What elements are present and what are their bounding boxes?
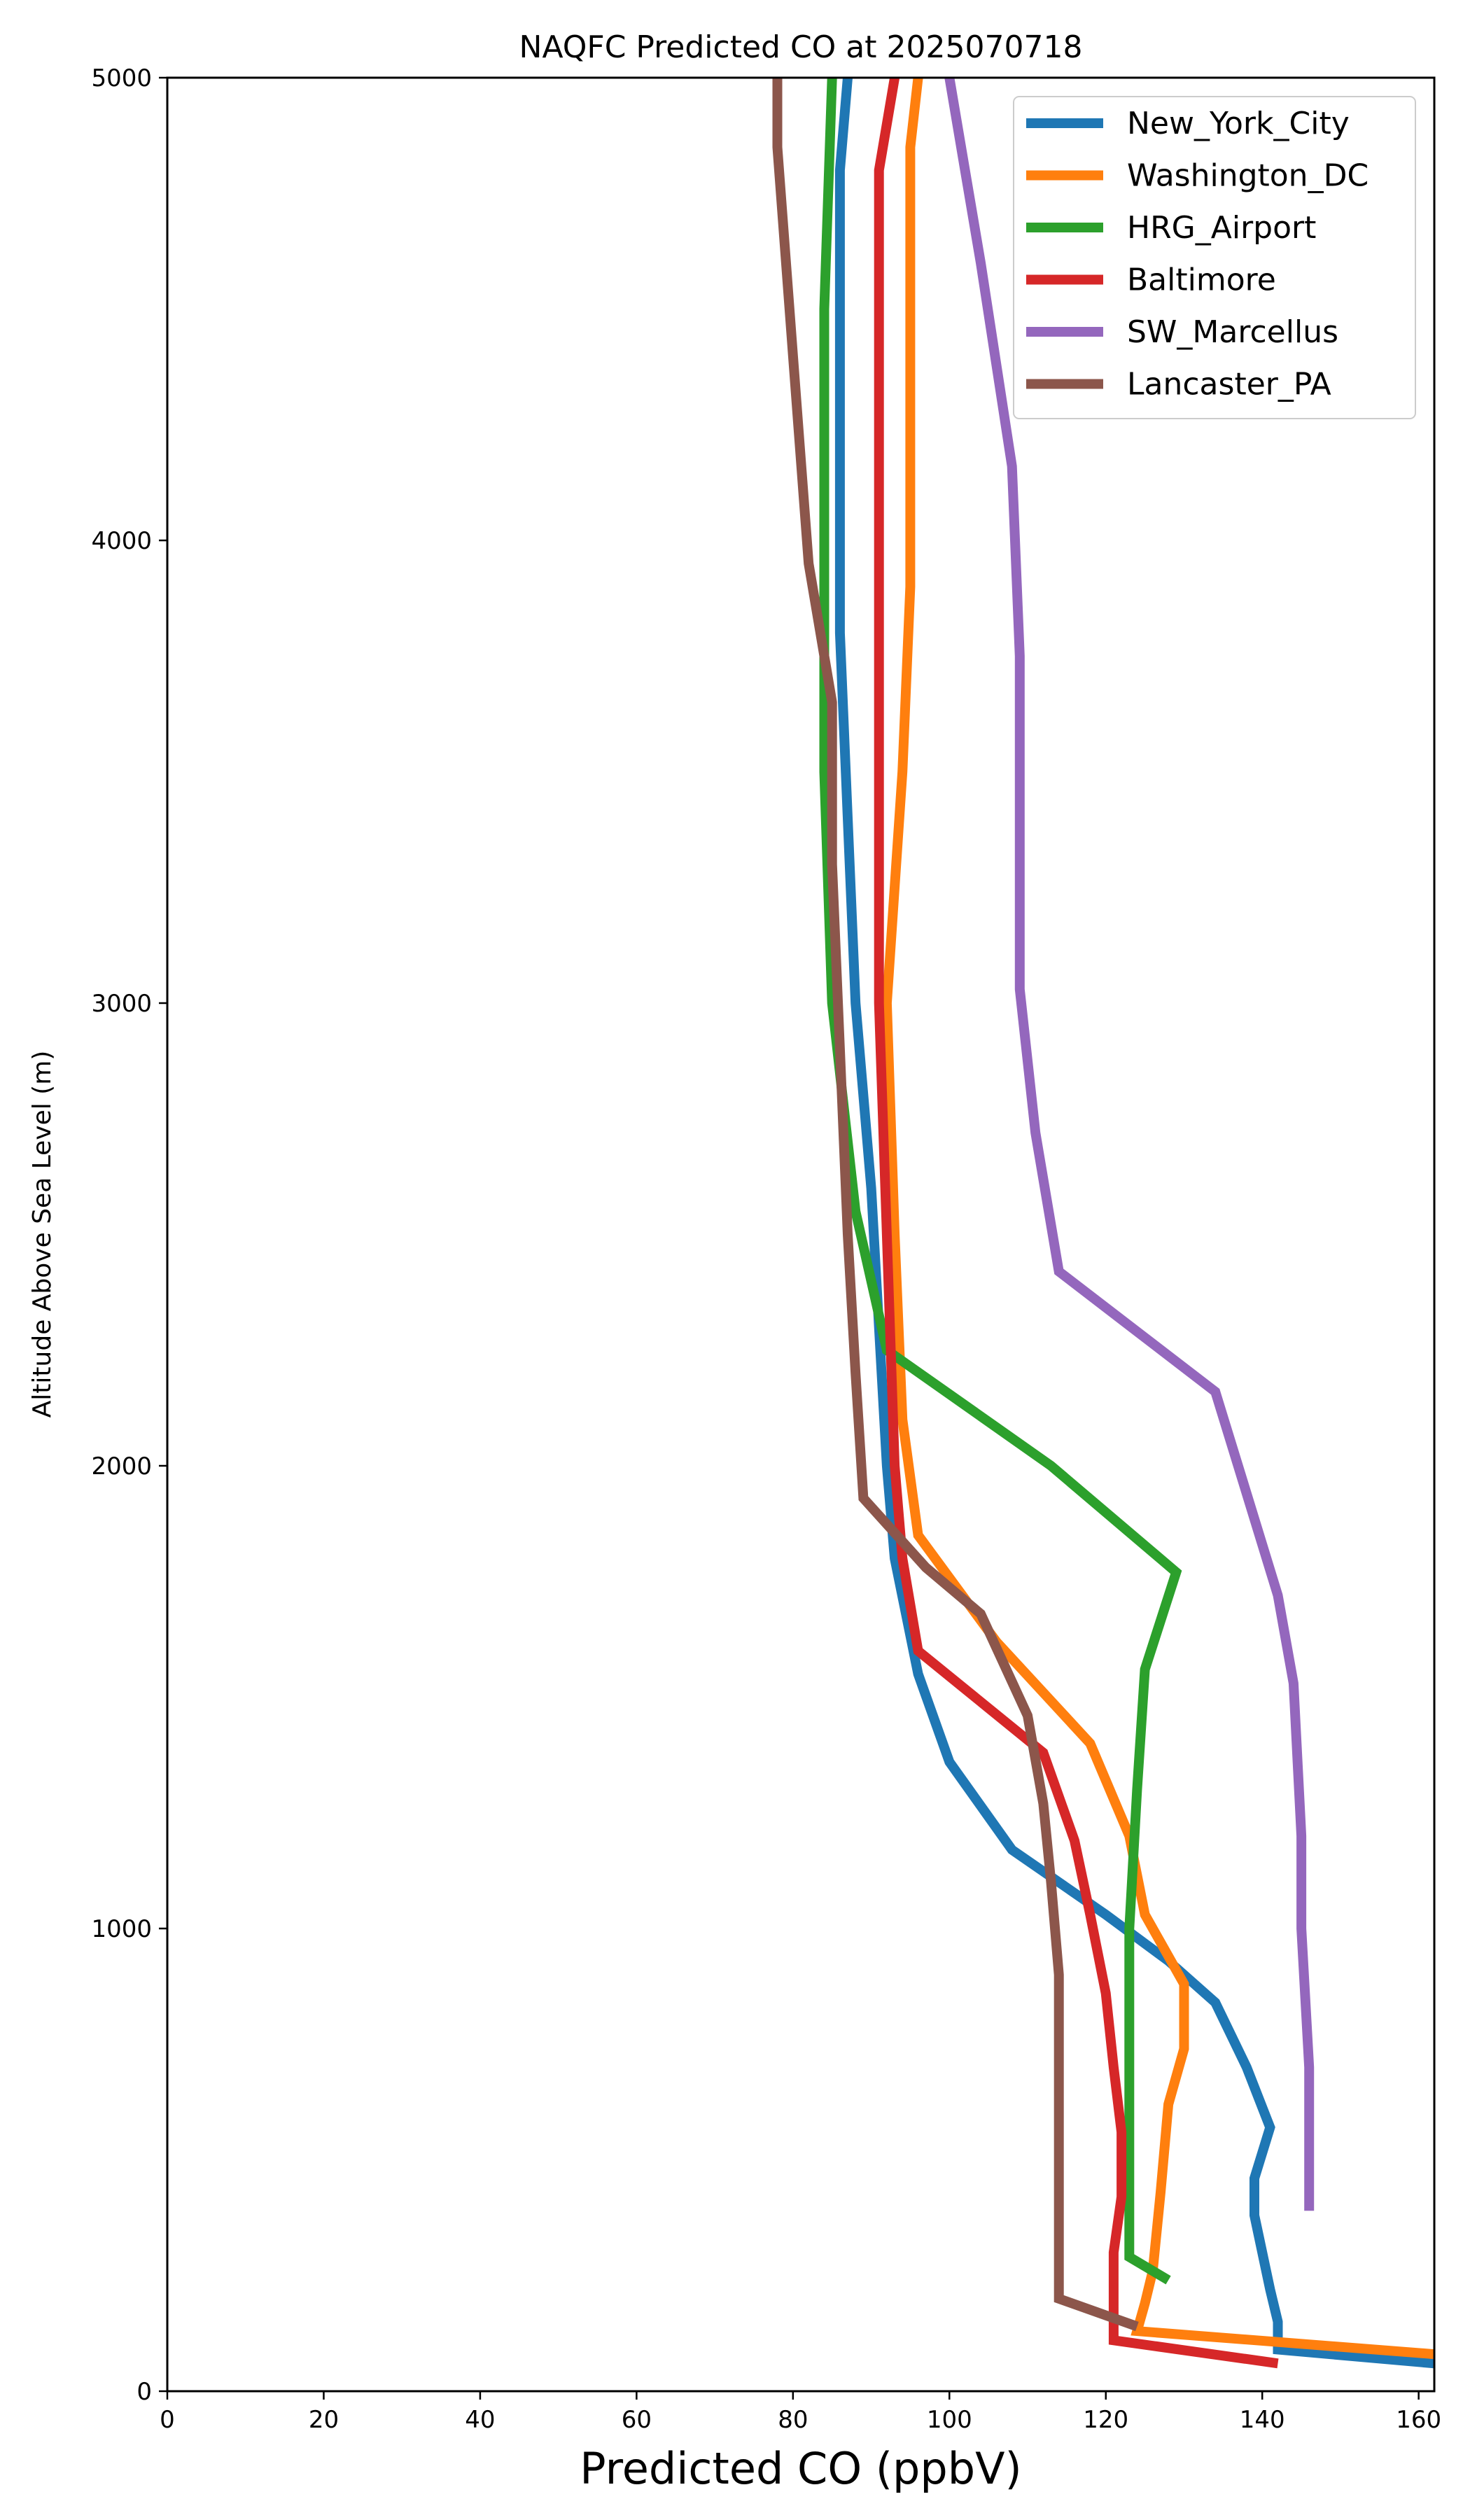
legend-box [1013, 96, 1416, 419]
legend-label: Washington_DC [1127, 158, 1368, 194]
y-tick-label: 0 [136, 2378, 152, 2406]
y-tick-label: 2000 [91, 1452, 152, 1480]
series-line-baltimore [874, 78, 1279, 2369]
x-tick-label: 40 [465, 2406, 495, 2434]
legend-label: Lancaster_PA [1127, 367, 1331, 402]
x-tick-label: 120 [1083, 2406, 1128, 2434]
y-tick-label: 3000 [91, 990, 152, 1018]
x-axis: 0 20 40 60 80 100 120 140 160 [160, 2391, 1441, 2434]
x-tick-label: 100 [927, 2406, 972, 2434]
legend: New_York_City Washington_DC HRG_Airport Bal… [1013, 96, 1416, 419]
x-tick-label: 0 [160, 2406, 175, 2434]
x-tick-label: 20 [309, 2406, 339, 2434]
y-tick-label: 4000 [91, 527, 152, 555]
legend-label: New_York_City [1127, 106, 1350, 141]
x-tick-label: 80 [778, 2406, 808, 2434]
series-line-new-york-city [834, 78, 1434, 2369]
series-line-sw-marcellus [944, 78, 1315, 2211]
x-tick-label: 160 [1396, 2406, 1441, 2434]
legend-label: Baltimore [1127, 262, 1276, 298]
x-axis-label: Predicted CO (ppbV) [580, 2443, 1021, 2494]
chart-title: NAQFC Predicted CO at 2025070718 [519, 29, 1083, 65]
legend-label: SW_Marcellus [1127, 314, 1338, 350]
legend-label: HRG_Airport [1127, 210, 1316, 246]
y-tick-label: 5000 [91, 64, 152, 92]
x-tick-label: 60 [622, 2406, 652, 2434]
y-axis-label: Altitude Above Sea Level (m) [28, 1051, 57, 1418]
series-line-lancaster-pa [772, 78, 1139, 2332]
x-tick-label: 140 [1240, 2406, 1285, 2434]
plot-frame [166, 76, 1436, 2393]
series-line-washington-dc [881, 78, 1434, 2360]
y-tick-label: 1000 [91, 1915, 152, 1943]
series-line-hrg-airport [819, 78, 1182, 2285]
plot-lines [772, 78, 1434, 2369]
y-axis: 0 1000 2000 3000 4000 5000 [91, 64, 167, 2406]
